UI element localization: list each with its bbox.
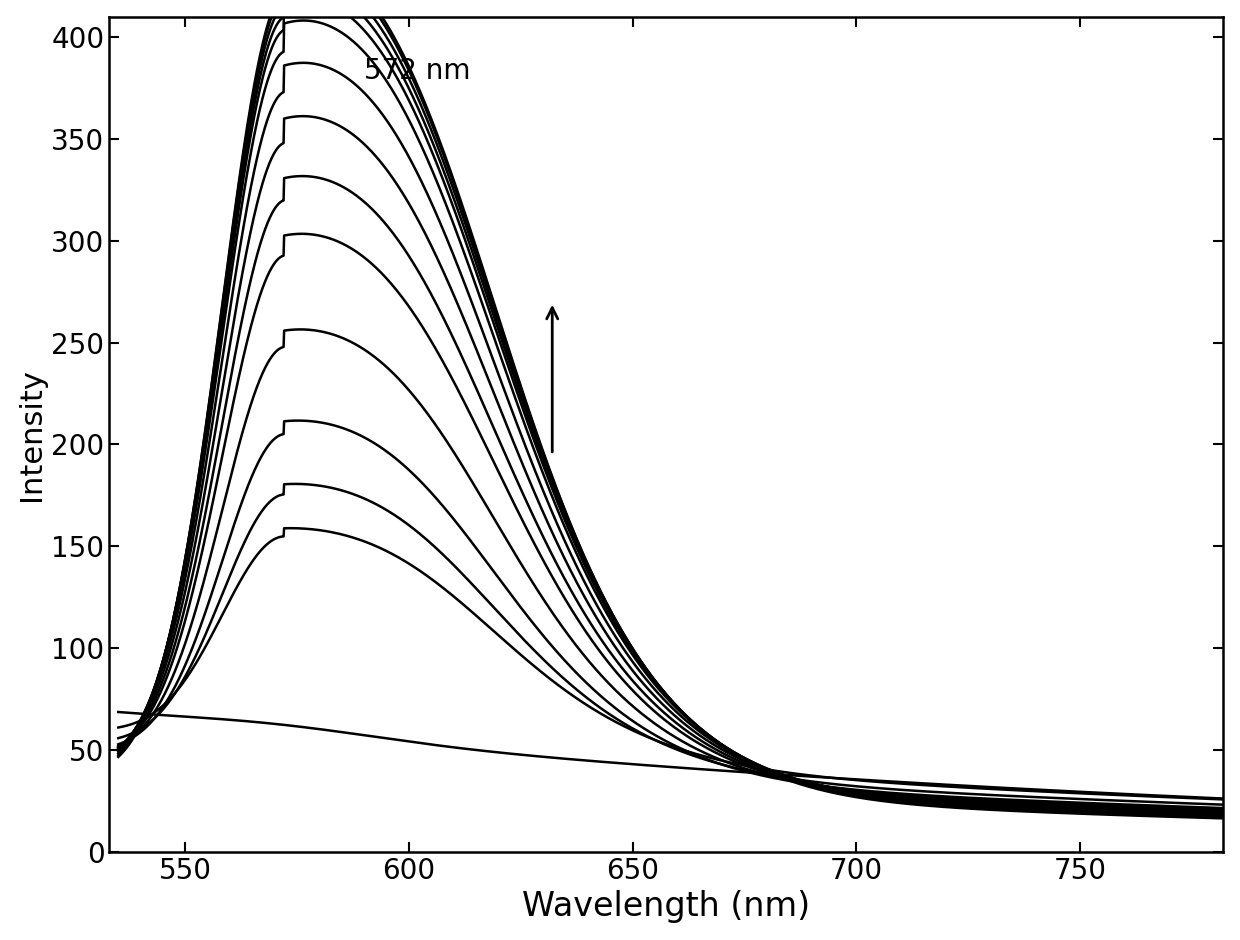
Y-axis label: Intensity: Intensity: [16, 368, 46, 501]
X-axis label: Wavelength (nm): Wavelength (nm): [522, 890, 811, 923]
Text: 572 nm: 572 nm: [365, 57, 471, 86]
